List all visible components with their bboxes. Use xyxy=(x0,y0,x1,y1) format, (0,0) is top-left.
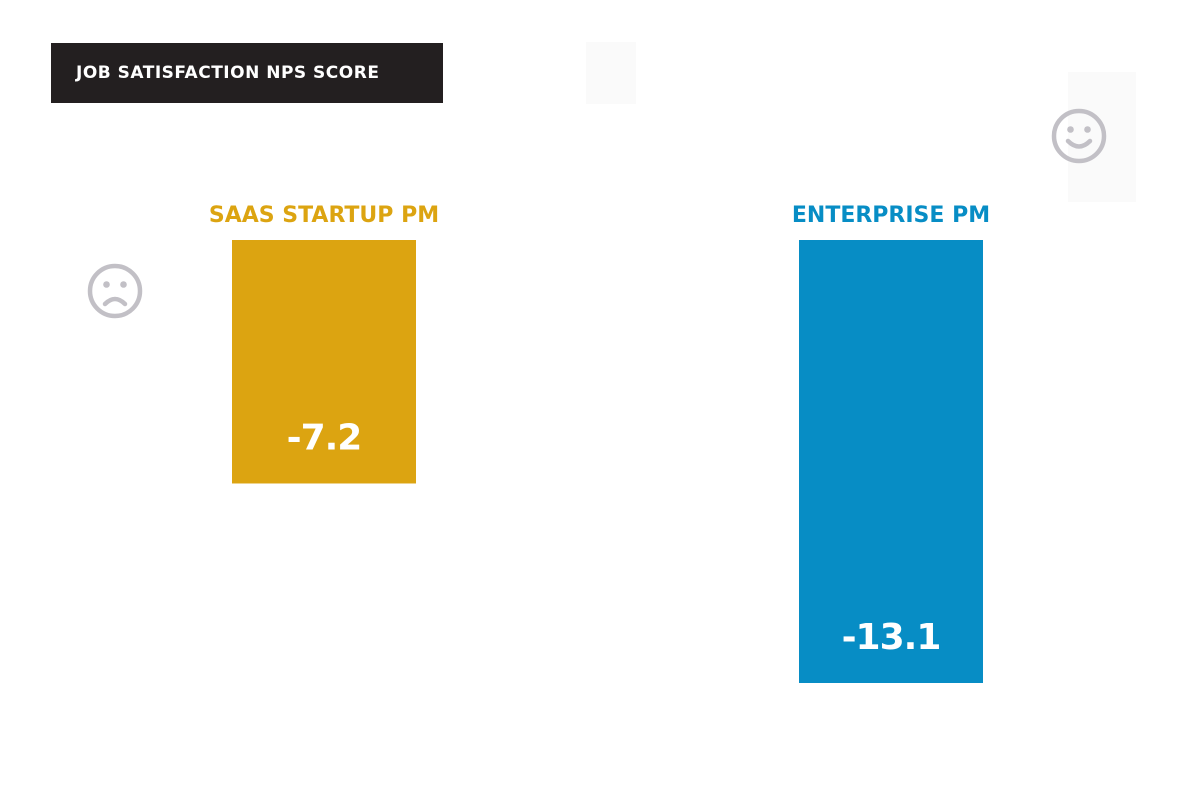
value-label: -7.2 xyxy=(287,417,362,458)
frown-face-icon xyxy=(87,263,143,319)
chart-title-banner: JOB SATISFACTION NPS SCORE xyxy=(51,43,443,103)
background-shape xyxy=(586,42,636,104)
smile-face-icon xyxy=(1051,108,1107,164)
value-label: -13.1 xyxy=(842,617,941,658)
chart-title: JOB SATISFACTION NPS SCORE xyxy=(76,63,380,83)
bar-0 xyxy=(232,240,416,484)
category-label: ENTERPRISE PM xyxy=(792,203,990,228)
category-label: SAAS STARTUP PM xyxy=(209,203,439,228)
bars-layer: SAAS STARTUP PM -7.2 ENTERPRISE PM -13.1 xyxy=(209,203,990,683)
bar-1 xyxy=(799,240,983,683)
